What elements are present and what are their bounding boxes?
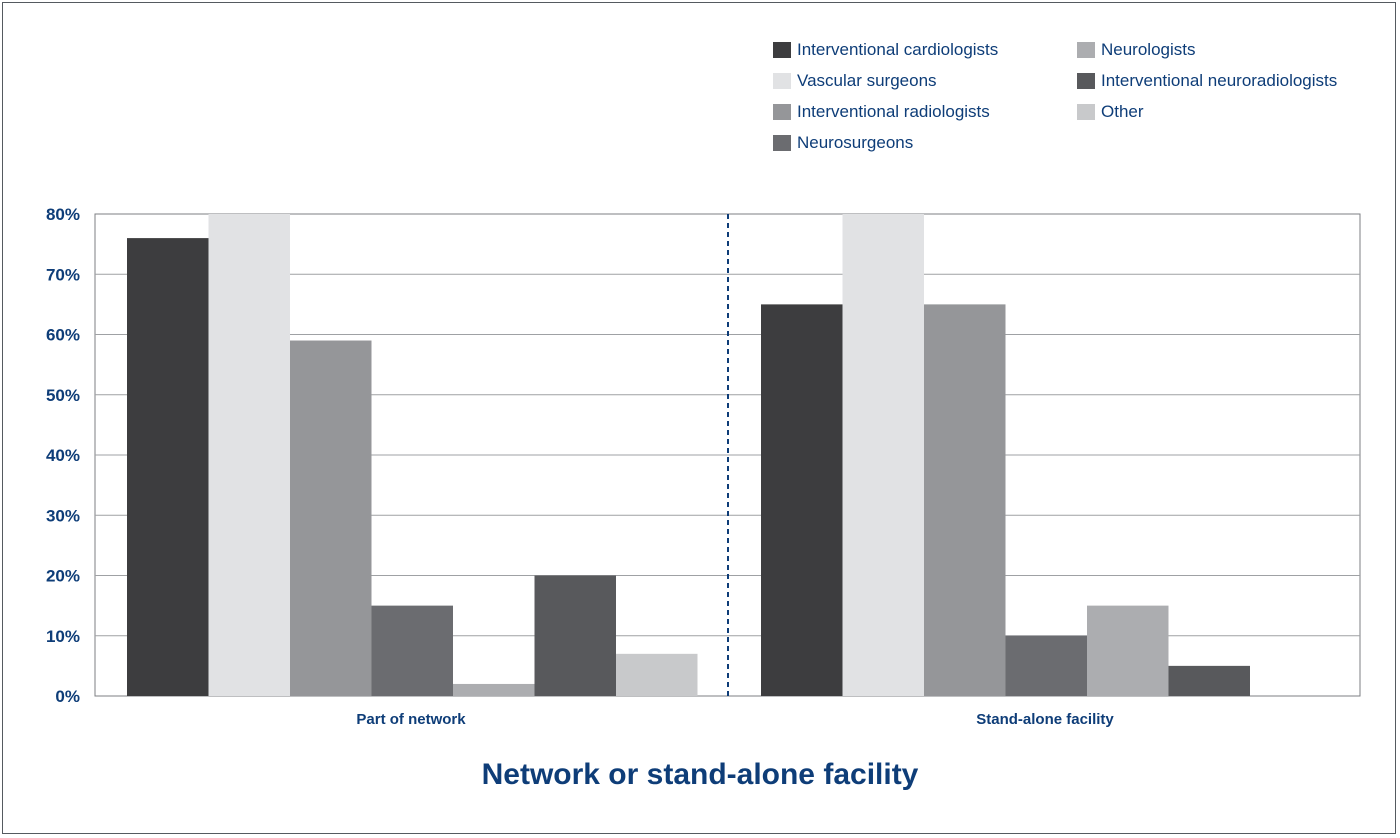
bar bbox=[1087, 605, 1169, 696]
bar bbox=[290, 340, 372, 696]
bar bbox=[534, 575, 616, 696]
bar bbox=[924, 304, 1006, 696]
bar bbox=[842, 214, 924, 696]
legend-label: Neurosurgeons bbox=[797, 133, 914, 152]
legend-label: Neurologists bbox=[1101, 40, 1196, 59]
bar bbox=[1005, 635, 1087, 696]
bar bbox=[208, 214, 290, 696]
y-tick-label: 50% bbox=[46, 386, 80, 405]
legend-swatch bbox=[773, 135, 791, 151]
legend-label: Interventional cardiologists bbox=[797, 40, 999, 59]
y-tick-label: 40% bbox=[46, 446, 80, 465]
bar bbox=[761, 304, 843, 696]
bar bbox=[371, 605, 453, 696]
y-tick-label: 60% bbox=[46, 326, 80, 345]
y-tick-label: 30% bbox=[46, 506, 80, 525]
legend-swatch bbox=[1077, 42, 1095, 58]
category-label: Stand-alone facility bbox=[976, 711, 1114, 728]
category-label: Part of network bbox=[356, 711, 466, 728]
y-tick-label: 10% bbox=[46, 627, 80, 646]
y-tick-label: 20% bbox=[46, 567, 80, 586]
bar bbox=[616, 653, 698, 696]
bar bbox=[127, 238, 209, 696]
legend-label: Vascular surgeons bbox=[797, 71, 937, 90]
legend-label: Interventional neuroradiologists bbox=[1101, 71, 1338, 90]
legend-swatch bbox=[773, 42, 791, 58]
bar bbox=[453, 683, 535, 696]
y-tick-label: 70% bbox=[46, 265, 80, 284]
legend-label: Other bbox=[1101, 102, 1144, 121]
legend-label: Interventional radiologists bbox=[797, 102, 990, 121]
y-tick-label: 80% bbox=[46, 205, 80, 224]
bar bbox=[1168, 665, 1250, 696]
legend-swatch bbox=[1077, 104, 1095, 120]
x-axis-title: Network or stand-alone facility bbox=[481, 758, 919, 791]
legend-swatch bbox=[1077, 73, 1095, 89]
y-tick-label: 0% bbox=[55, 687, 80, 706]
legend: Interventional cardiologists Vascular sur… bbox=[0, 0, 1400, 170]
legend-swatch bbox=[773, 104, 791, 120]
legend-swatch bbox=[773, 73, 791, 89]
